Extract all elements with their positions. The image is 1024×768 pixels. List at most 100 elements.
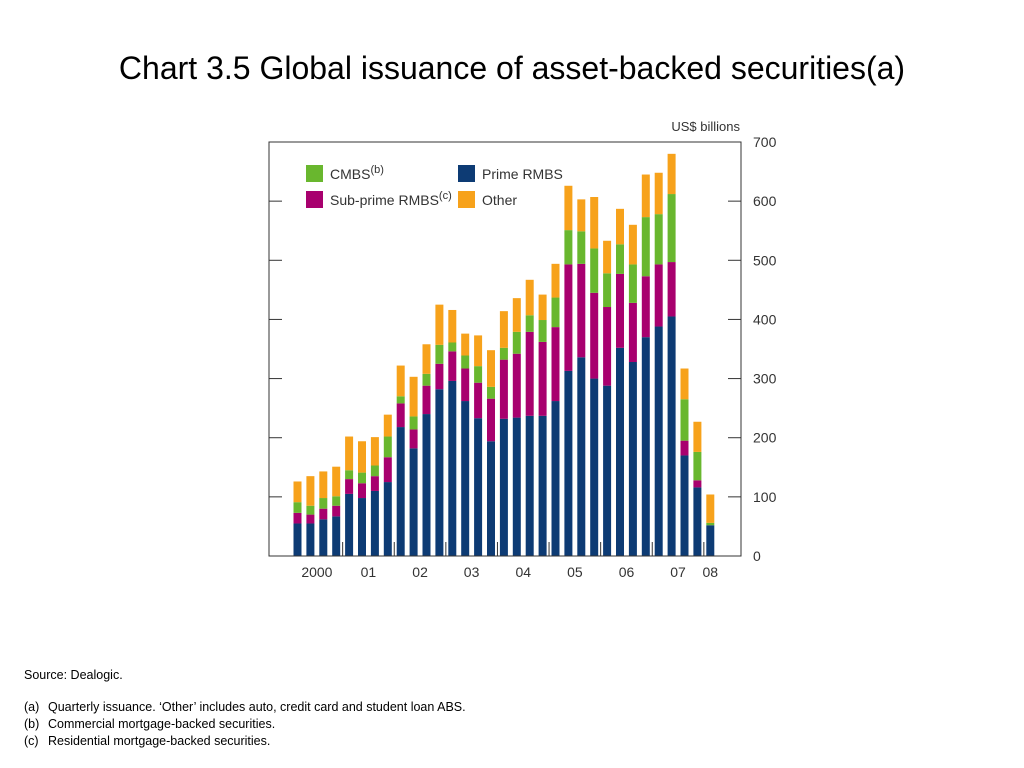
bar-prime-rmbs-2002Q4 (435, 389, 444, 556)
bar-cmbs-2004Q2 (512, 331, 521, 354)
bar-other-2007Q2 (667, 153, 676, 195)
legend-superscript-sub-prime-rmbs: (c) (439, 190, 452, 202)
bar-cmbs-2000Q2 (306, 505, 315, 515)
y-tick-label-400: 400 (753, 311, 777, 327)
bar-prime-rmbs-2003Q3 (474, 418, 483, 556)
bar-cmbs-2006Q4 (641, 217, 650, 277)
bar-other-2002Q2 (409, 376, 418, 417)
bar-other-2008Q1 (706, 494, 715, 523)
y-tick-label-100: 100 (753, 489, 777, 505)
y-tick-label-300: 300 (753, 371, 777, 387)
footnote-a: (a) Quarterly issuance. ‘Other’ includes … (24, 700, 466, 714)
bar-prime-rmbs-2001Q3 (370, 490, 379, 556)
bar-prime-rmbs-2002Q2 (409, 448, 418, 556)
x-tick-label-08: 08 (703, 564, 719, 580)
bar-cmbs-2004Q1 (499, 347, 508, 360)
bar-other-2006Q4 (641, 174, 650, 218)
bar-other-2005Q1 (551, 263, 560, 298)
y-tick-label-700: 700 (753, 134, 777, 150)
footnote-c-tag: (c) (24, 734, 39, 748)
bar-sub-prime-rmbs-2007Q1 (654, 264, 663, 327)
bar-cmbs-2003Q1 (448, 342, 457, 352)
bar-prime-rmbs-2004Q1 (499, 418, 508, 556)
bar-cmbs-2006Q1 (603, 273, 612, 308)
x-tick-label-07: 07 (670, 564, 686, 580)
plot-frame (268, 141, 742, 557)
bar-sub-prime-rmbs-2002Q2 (409, 429, 418, 449)
bar-sub-prime-rmbs-2004Q1 (499, 359, 508, 419)
bar-other-2000Q2 (306, 476, 315, 506)
bar-other-2007Q3 (680, 368, 689, 400)
bar-sub-prime-rmbs-2002Q1 (396, 403, 405, 428)
x-tick-label-05: 05 (567, 564, 583, 580)
bar-other-2003Q1 (448, 309, 457, 343)
footnote-c-text: Residential mortgage-backed securities. (48, 734, 271, 748)
bar-prime-rmbs-2004Q2 (512, 417, 521, 556)
bar-prime-rmbs-2003Q1 (448, 380, 457, 556)
bar-prime-rmbs-2005Q1 (551, 401, 560, 556)
bar-prime-rmbs-2006Q4 (641, 337, 650, 556)
bars-layer (293, 153, 715, 556)
bar-prime-rmbs-2001Q1 (345, 493, 354, 556)
x-tick-label-2000: 2000 (301, 564, 332, 580)
bar-prime-rmbs-2007Q1 (654, 326, 663, 556)
bar-cmbs-2000Q3 (319, 498, 328, 509)
bar-prime-rmbs-2005Q2 (564, 370, 573, 556)
footnote-a-tag: (a) (24, 700, 40, 714)
bar-prime-rmbs-2007Q2 (667, 316, 676, 556)
bar-other-2001Q4 (383, 414, 392, 437)
bar-cmbs-2007Q4 (693, 451, 702, 481)
x-tick-label-06: 06 (619, 564, 635, 580)
bar-cmbs-2001Q1 (345, 470, 354, 480)
bar-other-2004Q1 (499, 311, 508, 348)
y-tick-label-600: 600 (753, 193, 777, 209)
asset-backed-securities-chart: 0 100 200 300 400 500 600 700 2000 01 02 03 04 05 06 07… (268, 119, 777, 580)
bar-sub-prime-rmbs-2005Q1 (551, 327, 560, 402)
bar-sub-prime-rmbs-2007Q4 (693, 480, 702, 488)
page-title: Chart 3.5 Global issuance of asset-backe… (118, 50, 906, 86)
bar-cmbs-2001Q4 (383, 436, 392, 458)
bar-sub-prime-rmbs-2005Q3 (577, 263, 586, 358)
bar-cmbs-2005Q3 (577, 231, 586, 264)
bar-sub-prime-rmbs-2007Q3 (680, 440, 689, 456)
bar-prime-rmbs-2006Q1 (603, 385, 612, 556)
y-tick-label-500: 500 (753, 252, 777, 268)
legend-swatch-prime-rmbs (458, 165, 475, 182)
bar-prime-rmbs-2000Q1 (293, 523, 302, 556)
bar-other-2005Q4 (590, 197, 599, 249)
legend-swatch-cmbs (306, 165, 323, 182)
source-note: Source: Dealogic. (24, 668, 123, 682)
x-tick-label-01: 01 (361, 564, 377, 580)
footnote-b-tag: (b) (24, 717, 40, 731)
bar-sub-prime-rmbs-2000Q2 (306, 514, 315, 524)
bar-prime-rmbs-2001Q4 (383, 482, 392, 556)
bar-other-2006Q2 (616, 208, 624, 245)
bar-cmbs-2003Q4 (487, 386, 495, 399)
bar-cmbs-2002Q4 (435, 344, 444, 364)
bar-sub-prime-rmbs-2003Q4 (487, 398, 495, 442)
bar-sub-prime-rmbs-2005Q2 (564, 264, 573, 371)
bar-cmbs-2005Q2 (564, 230, 573, 265)
bar-cmbs-2003Q2 (461, 355, 470, 369)
bar-other-2003Q3 (474, 335, 483, 367)
bar-sub-prime-rmbs-2001Q3 (370, 476, 379, 491)
bar-cmbs-2006Q3 (628, 264, 637, 303)
bar-other-2007Q1 (654, 172, 663, 215)
bar-cmbs-2008Q1 (706, 522, 715, 526)
bar-prime-rmbs-2002Q3 (422, 414, 431, 556)
bar-other-2007Q4 (693, 421, 702, 452)
bar-sub-prime-rmbs-2002Q3 (422, 385, 431, 415)
bar-prime-rmbs-2001Q2 (358, 498, 366, 556)
bar-prime-rmbs-2008Q1 (706, 525, 715, 556)
bar-other-2000Q1 (293, 481, 302, 503)
bar-cmbs-2003Q3 (474, 366, 483, 383)
bar-cmbs-2000Q1 (293, 502, 302, 513)
bar-cmbs-2006Q2 (616, 244, 624, 274)
bar-prime-rmbs-2004Q3 (525, 415, 534, 556)
bar-prime-rmbs-2000Q2 (306, 523, 315, 556)
bar-sub-prime-rmbs-2006Q3 (628, 302, 637, 363)
bar-other-2005Q3 (577, 199, 586, 232)
bar-other-2004Q3 (525, 279, 534, 316)
bar-prime-rmbs-2007Q3 (680, 455, 689, 556)
bar-other-2002Q4 (435, 304, 444, 345)
